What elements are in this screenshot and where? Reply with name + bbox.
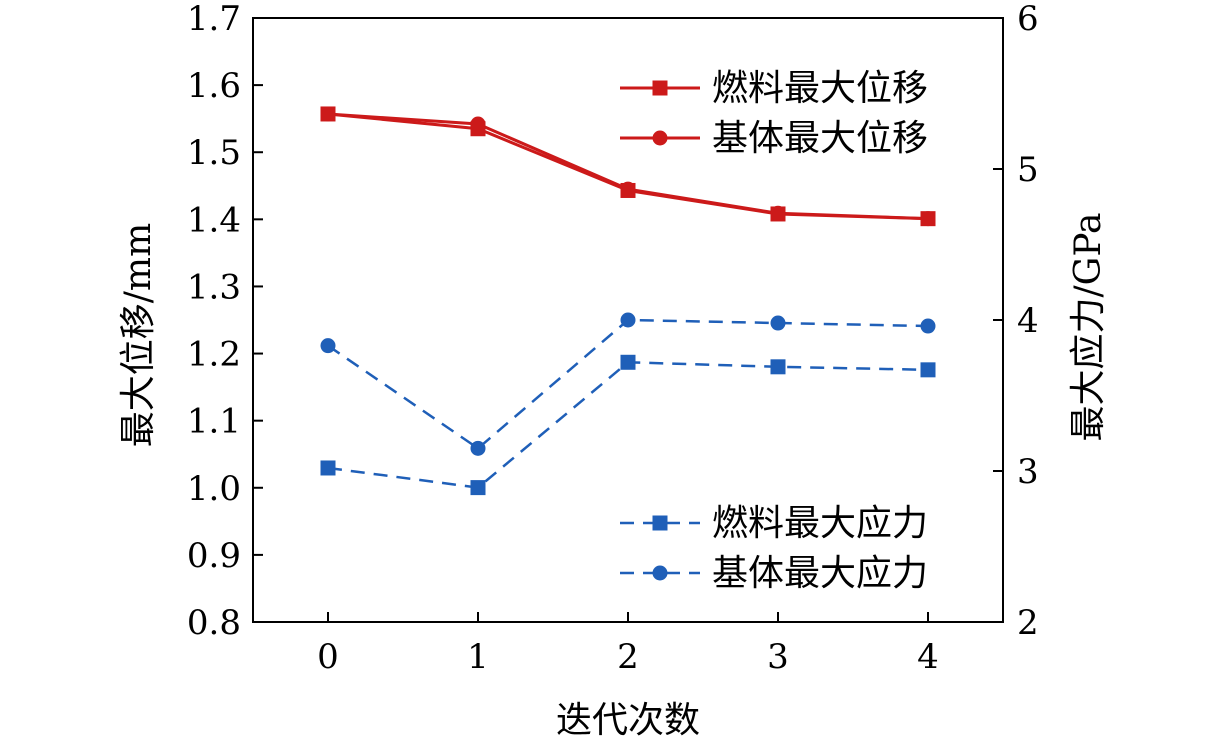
series-2 — [320, 354, 936, 496]
legend-0-entry-1-label: 基体最大位移 — [712, 118, 928, 159]
legend-1-entry-1-label: 基体最大应力 — [712, 553, 928, 594]
y-tick-label-9: 1.7 — [187, 0, 241, 39]
y-tick-label-6: 1.4 — [187, 200, 241, 240]
series-1-point-3 — [770, 205, 786, 221]
series-3-point-2 — [620, 312, 636, 328]
y-tick-label-5: 1.3 — [187, 267, 241, 307]
y-tick-label-1: 0.9 — [187, 536, 241, 576]
series-3-line — [327, 318, 929, 450]
y-axis-left-label: 最大位移/mm — [118, 223, 159, 447]
y-tick-label-7: 1.5 — [187, 133, 241, 173]
x-axis-label: 迭代次数 — [556, 700, 700, 741]
series-3-point-4 — [920, 318, 936, 334]
legend-1-entry-0-label: 燃料最大应力 — [712, 503, 928, 544]
y-tick-label-0: 0.8 — [187, 603, 241, 643]
series-2-point-3 — [770, 359, 786, 375]
series-2-line — [327, 361, 929, 489]
series-3-point-3 — [770, 315, 786, 331]
series-2-point-0 — [320, 460, 336, 476]
x-tick-label-0: 0 — [317, 637, 339, 677]
legend-0-entry-0-marker — [652, 80, 668, 96]
y2-tick-label-0: 2 — [1017, 603, 1039, 643]
y2-tick-label-1: 3 — [1017, 452, 1039, 492]
x-tick-label-1: 1 — [467, 637, 489, 677]
legend-0-entry-0-label: 燃料最大位移 — [712, 68, 928, 109]
series-1-point-1 — [470, 116, 486, 132]
y2-tick-label-4: 6 — [1017, 0, 1039, 39]
x-tick-label-3: 3 — [767, 637, 789, 677]
series-2-point-4 — [920, 362, 936, 378]
x-tick-label-2: 2 — [617, 637, 639, 677]
series-layer — [320, 106, 936, 496]
y-tick-label-8: 1.6 — [187, 66, 241, 106]
y-tick-label-4: 1.2 — [187, 335, 241, 375]
x-tick-label-4: 4 — [917, 637, 939, 677]
y-tick-label-3: 1.1 — [187, 402, 241, 442]
series-1-point-0 — [320, 106, 336, 122]
series-3 — [320, 312, 936, 456]
series-1 — [320, 106, 936, 227]
series-1-point-4 — [920, 211, 936, 227]
series-2-point-1 — [470, 480, 486, 496]
axes: 0.8 0.9 1.0 1.1 1.2 1.3 1.4 1.5 1.6 1.7 2 3 4 5 6 0 1 2 3 4 — [187, 0, 1039, 677]
series-3-point-0 — [320, 338, 336, 354]
y2-tick-label-2: 4 — [1017, 301, 1039, 341]
series-2-point-2 — [620, 354, 636, 370]
legend-1-entry-1-marker — [652, 565, 668, 581]
series-3-point-1 — [470, 440, 486, 456]
legend-1-entry-0-marker — [652, 515, 668, 531]
legend-0-entry-1-marker — [652, 130, 668, 146]
y-axis-right-label: 最大应力/GPa — [1068, 213, 1109, 442]
y-tick-label-2: 1.0 — [187, 469, 241, 509]
series-1-point-2 — [620, 181, 636, 197]
y2-tick-label-3: 5 — [1017, 150, 1039, 190]
